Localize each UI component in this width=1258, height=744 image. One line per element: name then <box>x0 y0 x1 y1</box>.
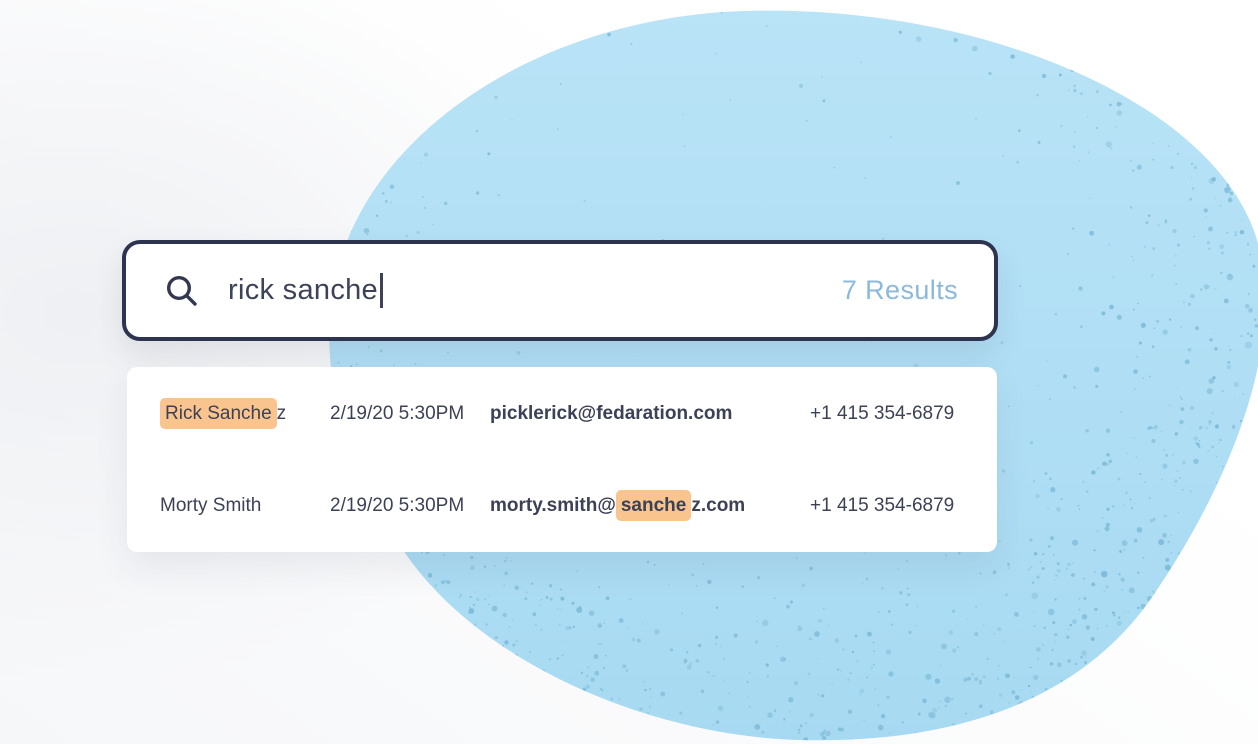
search-query-text: rick sanche <box>228 274 378 306</box>
result-row[interactable]: Morty Smith 2/19/20 5:30PM morty.smith@ s… <box>127 460 997 552</box>
search-icon <box>164 273 200 309</box>
result-phone: +1 415 354-6879 <box>810 494 955 516</box>
result-email: morty.smith@ sanche z.com <box>490 489 810 521</box>
search-results-card: Rick Sanche z 2/19/20 5:30PM picklerick@f… <box>127 367 997 552</box>
result-name: Rick Sanche z <box>160 397 330 429</box>
search-input[interactable]: rick sanche <box>228 273 383 308</box>
text-cursor <box>379 273 383 308</box>
result-name: Morty Smith <box>160 494 262 516</box>
result-phone: +1 415 354-6879 <box>810 402 955 424</box>
result-row[interactable]: Rick Sanche z 2/19/20 5:30PM picklerick@f… <box>127 368 997 460</box>
result-datetime: 2/19/20 5:30PM <box>330 402 465 424</box>
result-email: picklerick@fedaration.com <box>490 402 733 424</box>
match-highlight: sanche <box>615 489 692 521</box>
search-bar[interactable]: rick sanche 7 Results <box>122 240 998 341</box>
result-datetime: 2/19/20 5:30PM <box>330 494 465 516</box>
match-highlight: Rick Sanche <box>160 397 277 429</box>
results-count: 7 Results <box>841 275 958 305</box>
